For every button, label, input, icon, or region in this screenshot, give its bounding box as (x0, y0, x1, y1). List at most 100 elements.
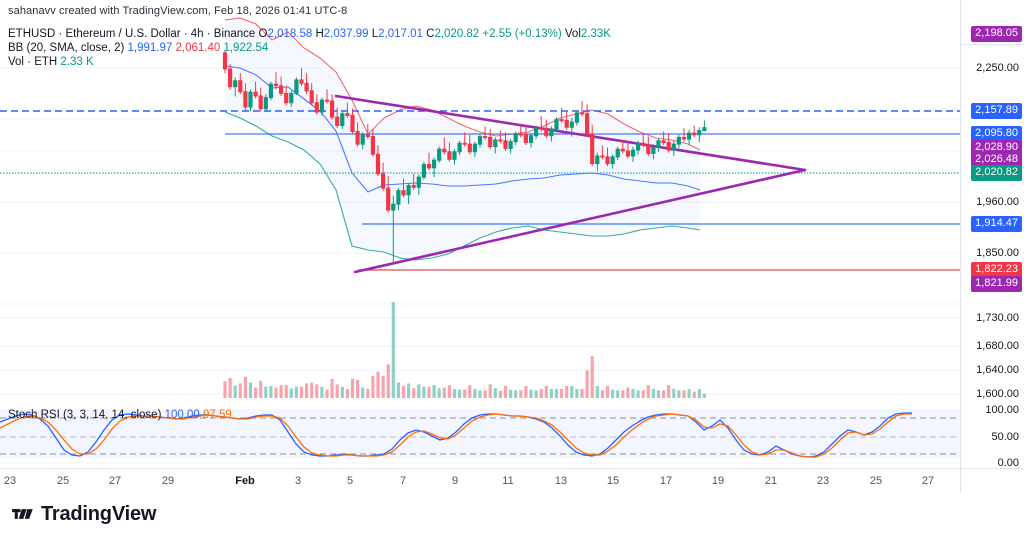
volume-bar (656, 390, 661, 398)
volume-bar (651, 388, 655, 398)
candlestick (503, 132, 508, 151)
volume-bar (366, 388, 370, 398)
bb-basis-value: 1,991.97 (127, 42, 173, 54)
time-tick: 27 (108, 475, 122, 487)
volume-bar (223, 381, 227, 398)
candlestick (574, 110, 579, 126)
candlestick (330, 94, 335, 120)
volume-bar (422, 386, 426, 398)
candlestick (528, 133, 534, 148)
candlestick (554, 117, 559, 133)
candlestick (268, 81, 273, 101)
axis-price-badge[interactable]: 2,095.80 (971, 126, 1022, 142)
axis-tick: 2,250.00 (976, 62, 1019, 74)
candlestick (401, 178, 406, 198)
time-tick: 21 (764, 475, 778, 487)
volume-bar (340, 386, 344, 398)
time-tick: 15 (606, 475, 620, 487)
ohlc-high-label: H (315, 28, 324, 40)
candlestick (483, 126, 488, 140)
volume-bar (636, 390, 640, 398)
axis-price-badge[interactable]: 1,822.23 (971, 262, 1022, 278)
volume-bar (503, 385, 508, 398)
candlestick (452, 149, 457, 165)
stoch-rsi-pane[interactable] (0, 402, 960, 468)
trendline-group (334, 94, 807, 274)
volume-bar (289, 388, 293, 398)
candlestick (263, 94, 268, 113)
volume-bar (427, 386, 431, 398)
candlestick (600, 145, 605, 160)
axis-price-badge[interactable]: 2,026.48 (971, 152, 1022, 168)
volume-bar (233, 385, 237, 398)
candlestick (656, 138, 661, 152)
volume-bar (539, 388, 543, 398)
axis-tick: 1,850.00 (976, 247, 1019, 259)
volume-label: Vol (564, 28, 581, 40)
time-axis-divider (960, 469, 961, 493)
candlestick (488, 128, 493, 150)
candlestick (498, 130, 503, 144)
stoch-rsi-legend[interactable]: Stoch RSI (3, 3, 14, 14, close) 100.00 9… (8, 409, 232, 421)
volume-bar (356, 379, 360, 398)
volume-bar (432, 385, 436, 398)
candlestick (355, 122, 360, 147)
chart-legend-volume-row[interactable]: Vol · ETH 2.33 K (8, 56, 94, 68)
price-chart-pane[interactable] (0, 14, 960, 398)
volume-bar (483, 390, 487, 398)
candlestick (324, 89, 330, 104)
volume-bar (274, 387, 278, 398)
volume-bar (529, 389, 533, 398)
axis-price-badge[interactable]: 1,821.99 (971, 276, 1022, 292)
axis-tick: 0.00 (997, 457, 1019, 469)
volume-bar (702, 393, 706, 398)
candlestick (345, 102, 350, 118)
volume-series-value: 2.33 K (60, 56, 94, 68)
time-tick: 9 (451, 475, 459, 487)
volume-bar (264, 386, 268, 398)
candlestick (518, 123, 523, 138)
candlestick (294, 77, 299, 96)
time-tick: 17 (659, 475, 673, 487)
candlestick (365, 123, 370, 140)
candlestick (447, 142, 452, 162)
candlestick (370, 128, 375, 157)
candlestick (651, 144, 656, 160)
candlestick (411, 173, 416, 190)
volume-bar (697, 388, 701, 398)
axis-price-badge[interactable]: 2,020.82 (971, 165, 1022, 181)
ohlc-low-value: 2,017.01 (378, 28, 423, 40)
axis-currency-divider (961, 44, 1024, 45)
volume-bar (560, 388, 564, 398)
axis-price-badge[interactable]: 1,914.47 (971, 216, 1022, 232)
time-axis[interactable]: 23 25 27 29 Feb 3 5 7 9 11 13 15 17 19 21 23 25 27 (0, 468, 1024, 493)
stoch-rsi-title: Stoch RSI (3, 3, 14, 14, close) (8, 409, 162, 421)
stoch-rsi-k-value: 100.00 (164, 409, 200, 421)
volume-bar (672, 388, 676, 398)
volume-bar (600, 390, 604, 398)
candlestick (284, 85, 289, 106)
volume-bar (391, 302, 395, 398)
symbol-label: ETHUSD · Ethereum / U.S. Dollar · 4h · B… (8, 28, 256, 40)
volume-series (223, 302, 706, 398)
axis-price-badge[interactable]: 2,157.89 (971, 103, 1022, 119)
candlestick (462, 132, 467, 147)
time-tick: 5 (346, 475, 354, 487)
volume-bar (315, 384, 319, 398)
volume-bar (437, 388, 441, 398)
chart-legend-bb-row[interactable]: BB (20, SMA, close, 2) 1,991.97 2,061.40… (8, 42, 268, 54)
ohlc-open-value: 2,018.58 (267, 28, 313, 40)
volume-bar (259, 380, 263, 398)
volume-bar (447, 385, 451, 398)
volume-bar (335, 384, 339, 398)
tradingview-logo-icon (12, 509, 33, 519)
chart-legend-symbol-row[interactable]: ETHUSD · Ethereum / U.S. Dollar · 4h · B… (8, 28, 611, 40)
volume-bar (376, 371, 380, 398)
axis-price-badge[interactable]: 2,198.05 (971, 26, 1022, 42)
volume-bar (478, 390, 482, 398)
price-axis[interactable]: USD 2,250.001,960.001,850.001,730.001,68… (960, 0, 1024, 469)
volume-bar (682, 390, 686, 398)
volume-bar (631, 388, 635, 398)
volume-bar (565, 385, 569, 398)
candlestick (304, 73, 309, 95)
